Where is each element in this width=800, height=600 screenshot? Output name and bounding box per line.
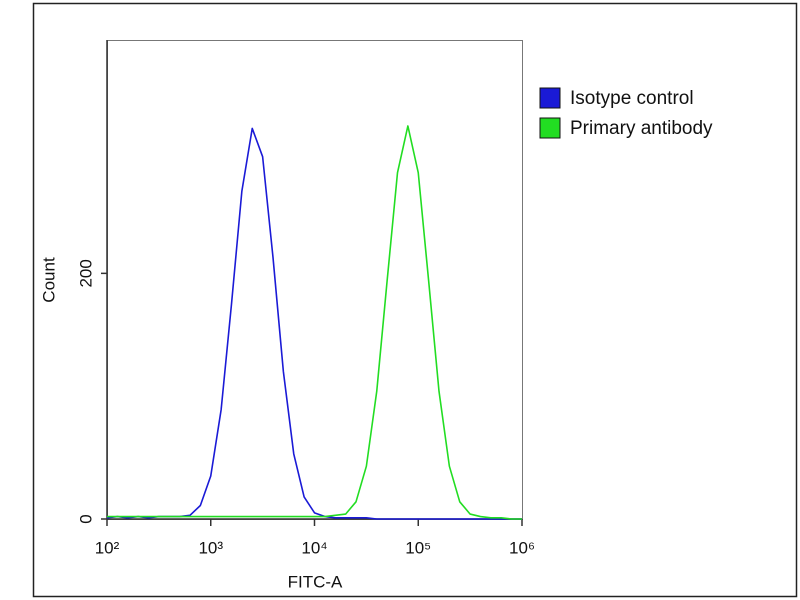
legend-swatch bbox=[539, 87, 561, 109]
y-tick-label: 0 bbox=[76, 514, 95, 523]
x-tick-label: 10⁵ bbox=[405, 538, 431, 557]
legend-label: Primary antibody bbox=[570, 118, 713, 139]
outer-frame bbox=[32, 2, 798, 598]
series-line bbox=[106, 127, 522, 520]
y-tick-label: 200 bbox=[76, 259, 95, 287]
x-tick-label: 10⁶ bbox=[509, 538, 535, 557]
plot-frame bbox=[107, 40, 523, 520]
series-line bbox=[107, 125, 522, 520]
legend-swatch bbox=[539, 117, 561, 139]
x-tick-label: 10⁴ bbox=[301, 538, 327, 557]
x-tick-label: 10³ bbox=[198, 538, 223, 557]
x-tick-label: 10² bbox=[95, 538, 120, 557]
y-axis-label: Count bbox=[39, 257, 58, 303]
x-axis-label: FITC-A bbox=[288, 572, 343, 591]
legend-label: Isotype control bbox=[570, 88, 694, 109]
legend: Isotype control Primary antibody bbox=[539, 87, 713, 139]
